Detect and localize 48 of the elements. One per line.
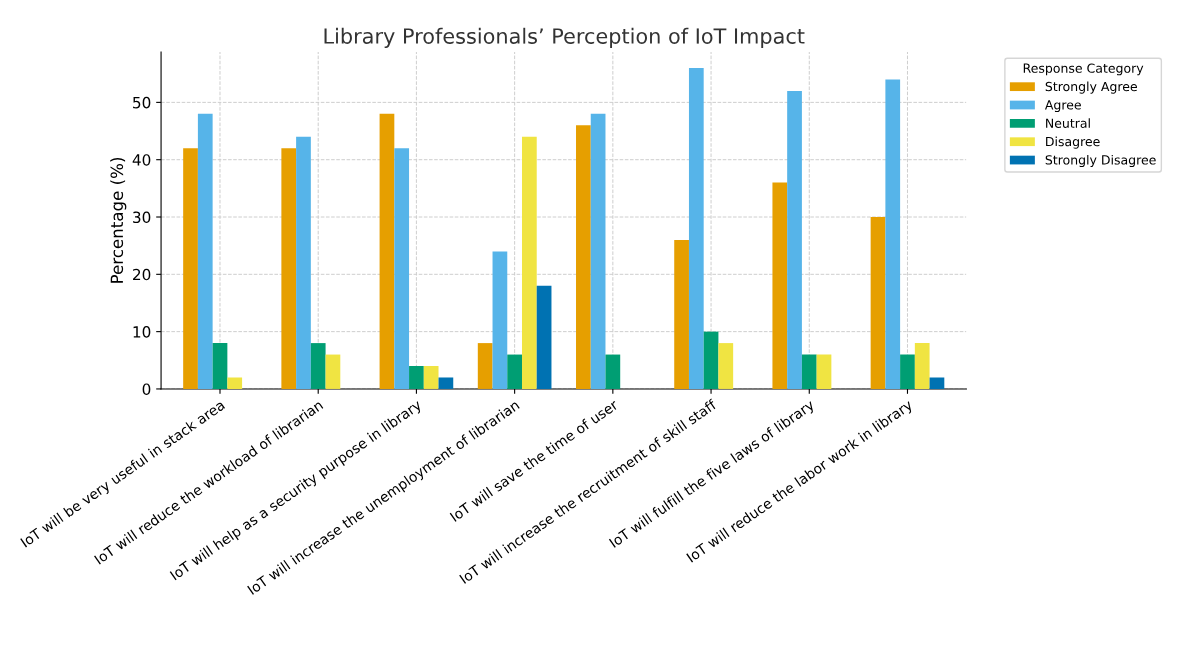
bar	[605, 354, 621, 389]
y-tick-label: 50	[133, 96, 151, 109]
bar	[394, 148, 410, 389]
bar	[325, 354, 341, 389]
bar	[900, 354, 915, 389]
legend-label: Neutral	[1046, 118, 1090, 128]
bar	[423, 366, 439, 389]
bar	[914, 343, 930, 389]
bar	[379, 113, 395, 389]
bar	[674, 239, 689, 389]
bar	[296, 136, 311, 389]
bar	[477, 343, 493, 389]
y-tick-label: 30	[133, 211, 151, 224]
bar	[438, 377, 454, 389]
legend-label: Disagree	[1046, 136, 1100, 149]
bar	[929, 377, 945, 389]
bar	[409, 366, 424, 389]
bar	[885, 79, 901, 389]
y-tick-label: 10	[133, 326, 151, 338]
bar	[492, 251, 508, 389]
bar	[522, 136, 537, 389]
bar	[536, 285, 552, 389]
bar	[197, 113, 213, 389]
y-axis-title: Percentage (%)	[110, 157, 127, 283]
y-tick-label: 40	[132, 154, 151, 166]
legend-title: Response Category	[1023, 63, 1144, 76]
bar	[281, 148, 297, 389]
legend-label: Agree	[1044, 100, 1081, 112]
chart-title: Library Professionals’ Perception of IoT Impact	[324, 27, 805, 48]
bar	[183, 148, 198, 389]
legend-label: Strongly Agree	[1045, 81, 1137, 94]
bar	[703, 331, 719, 389]
bar	[816, 354, 832, 389]
bar	[212, 343, 228, 389]
y-tick-label: 20	[133, 268, 151, 281]
bar	[772, 182, 788, 389]
bar	[507, 354, 522, 389]
bar	[576, 125, 591, 389]
bar	[801, 354, 817, 389]
bar	[590, 113, 606, 389]
bar	[870, 217, 886, 389]
bar	[688, 68, 704, 389]
bar	[227, 377, 243, 389]
bar	[310, 343, 326, 389]
legend-label: Strongly Disagree	[1045, 154, 1156, 168]
bar	[718, 343, 734, 389]
y-tick-label: 0	[142, 383, 151, 395]
bar	[787, 90, 802, 389]
